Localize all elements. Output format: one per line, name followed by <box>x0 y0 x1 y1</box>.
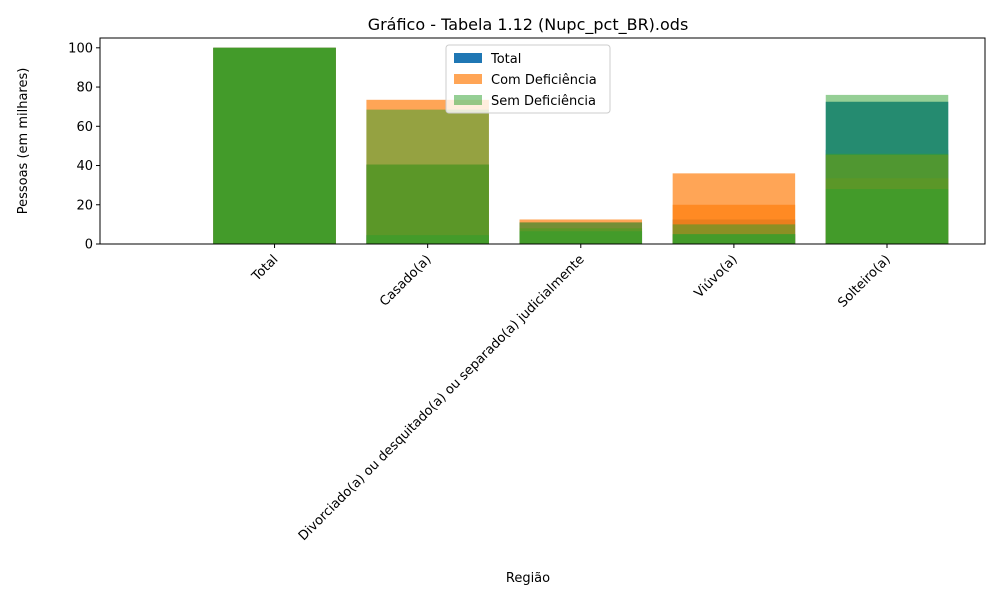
y-tick-label: 100 <box>68 41 93 56</box>
legend-label: Com Deficiência <box>491 73 597 88</box>
legend-label: Sem Deficiência <box>491 94 596 109</box>
legend-swatch <box>454 53 482 63</box>
legend-label: Total <box>490 52 521 67</box>
chart-title: Gráfico - Tabela 1.12 (Nupc_pct_BR).ods <box>368 15 689 35</box>
legend-swatch <box>454 74 482 84</box>
bar-sem-defici-ncia-1-1 <box>366 164 489 244</box>
bars-layer <box>213 47 949 245</box>
bar-sem-defici-ncia-2-3 <box>672 234 796 244</box>
plot-frame <box>99 37 986 245</box>
y-axis: 0 20 40 60 80 100 <box>68 41 100 253</box>
y-tick-label: 80 <box>76 81 93 96</box>
legend: Total Com Deficiência Sem Deficiência <box>445 44 611 114</box>
y-tick-label: 40 <box>76 159 93 174</box>
y-axis-label: Pessoas (em milhares) <box>16 68 31 215</box>
legend-box <box>445 44 611 114</box>
x-axis-label: Região <box>506 571 550 586</box>
y-tick-label: 0 <box>85 238 93 253</box>
y-tick-label: 60 <box>76 120 93 135</box>
bar-sem-defici-ncia-2-2 <box>519 231 643 244</box>
bar-sem-defici-ncia-2-1 <box>366 235 489 244</box>
legend-swatch <box>454 95 482 105</box>
y-tick-label: 20 <box>76 198 93 213</box>
bar-sem-defici-ncia-2-0 <box>213 47 336 245</box>
bar-sem-defici-ncia-2-4 <box>825 189 949 244</box>
